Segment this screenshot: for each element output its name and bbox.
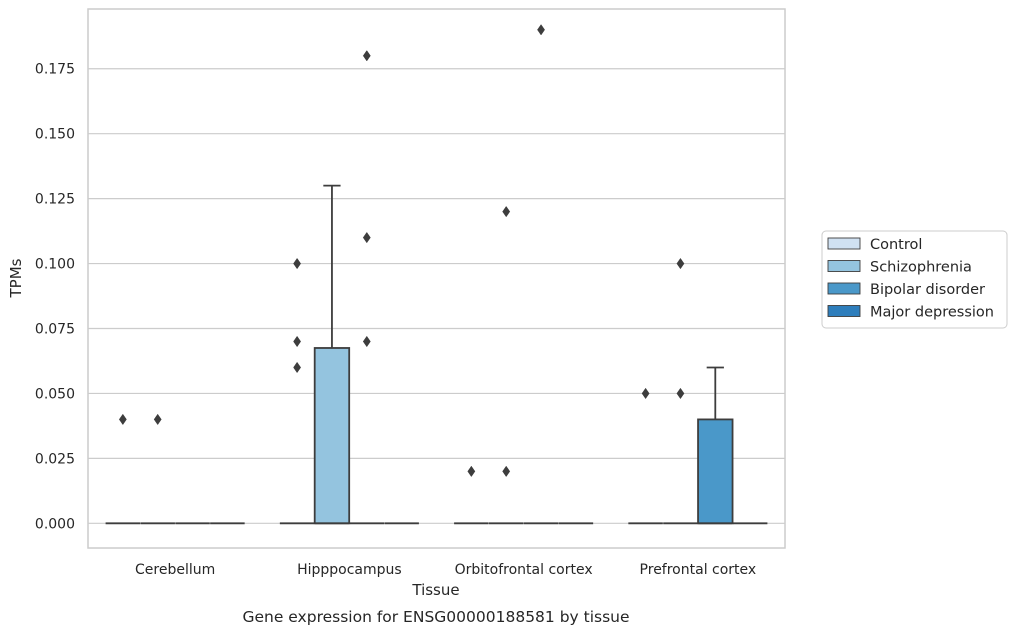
chart-caption: Gene expression for ENSG00000188581 by t… [242, 608, 629, 626]
x-tick-labels: Cerebellum Hipppocampus Orbitofrontal cort… [135, 562, 756, 578]
y-tick-label: 0.150 [35, 127, 75, 143]
legend-swatch [827, 260, 861, 272]
y-tick-label: 0.125 [35, 192, 75, 208]
outlier-point [153, 413, 162, 426]
x-tick-label: Orbitofrontal cortex [455, 562, 593, 578]
outlier-point [293, 335, 302, 348]
legend: Control Schizophrenia Bipolar disorder Majo… [821, 230, 1008, 329]
legend-label: Bipolar disorder [870, 282, 985, 298]
box [279, 257, 315, 525]
y-tick-labels: 0.000 0.025 0.050 0.075 0.100 0.125 0.150 0.175 [35, 62, 75, 533]
outlier-point [293, 361, 302, 374]
legend-label: Major depression [870, 305, 994, 321]
plot-frame [87, 8, 786, 549]
outlier-point [502, 465, 511, 478]
box [628, 387, 663, 525]
box [454, 465, 489, 525]
box [523, 24, 559, 525]
box [349, 50, 385, 525]
grid-lines [88, 68, 785, 524]
y-tick-label: 0.050 [35, 386, 75, 402]
outlier-point [362, 50, 371, 62]
outlier-point [502, 205, 511, 218]
outlier-point [362, 335, 371, 348]
y-tick-label: 0.075 [35, 322, 75, 338]
y-tick-label: 0.000 [35, 516, 75, 532]
y-tick-label: 0.100 [35, 257, 75, 273]
outlier-point [467, 465, 476, 478]
outlier-point [676, 257, 685, 270]
legend-swatch [827, 282, 861, 295]
x-tick-label: Hipppocampus [297, 562, 402, 578]
box [488, 205, 524, 525]
box-plots [105, 24, 768, 525]
x-tick-label: Cerebellum [135, 562, 215, 578]
box-body [313, 347, 351, 525]
legend-frame [821, 230, 1008, 329]
box-body [697, 418, 734, 525]
y-tick-label: 0.175 [35, 62, 75, 78]
outlier-point [537, 24, 545, 36]
legend-swatch [827, 237, 861, 250]
outlier-point [676, 387, 685, 400]
box [140, 413, 175, 525]
outlier-point [293, 257, 302, 270]
box [105, 413, 141, 525]
y-tick-label: 0.025 [35, 451, 75, 467]
legend-swatch [827, 305, 861, 317]
legend-label: Control [870, 237, 922, 253]
outlier-point [118, 413, 127, 426]
outlier-point [641, 387, 650, 400]
outlier-point [362, 231, 371, 244]
x-axis-label: Tissue [411, 581, 459, 599]
box [663, 257, 698, 525]
box [697, 366, 734, 525]
box [313, 184, 351, 525]
y-axis-label: TPMs [7, 258, 25, 298]
legend-label: Schizophrenia [870, 260, 972, 276]
x-tick-label: Prefrontal cortex [640, 562, 757, 578]
